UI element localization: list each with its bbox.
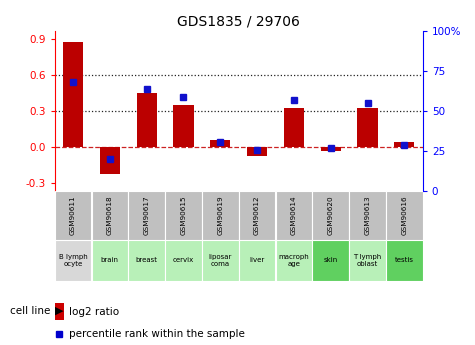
Text: GSM90620: GSM90620 — [328, 196, 334, 235]
Text: GSM90615: GSM90615 — [180, 196, 187, 235]
Bar — [55, 240, 91, 281]
Text: GSM90612: GSM90612 — [254, 196, 260, 235]
Text: breast: breast — [136, 257, 158, 264]
Text: cell line: cell line — [10, 306, 50, 315]
Text: cervix: cervix — [173, 257, 194, 264]
Bar — [165, 191, 202, 240]
Bar — [136, 93, 157, 147]
Bar — [239, 191, 276, 240]
Text: liver: liver — [249, 257, 265, 264]
Text: log2 ratio: log2 ratio — [69, 307, 120, 317]
Bar — [92, 240, 128, 281]
Bar — [202, 191, 238, 240]
Bar — [100, 147, 120, 174]
Bar — [349, 191, 386, 240]
Text: ▶: ▶ — [55, 306, 63, 315]
Bar — [247, 147, 267, 156]
Bar — [239, 240, 276, 281]
Text: GSM90618: GSM90618 — [107, 196, 113, 235]
Bar — [63, 42, 83, 147]
Bar — [313, 191, 349, 240]
Bar — [276, 240, 312, 281]
Bar — [284, 108, 304, 147]
Text: GSM90611: GSM90611 — [70, 196, 76, 235]
Bar — [55, 303, 64, 321]
Bar — [349, 240, 386, 281]
Bar — [357, 108, 378, 147]
Text: GSM90614: GSM90614 — [291, 196, 297, 235]
Text: GSM90617: GSM90617 — [143, 196, 150, 235]
Text: B lymph
ocyte: B lymph ocyte — [58, 254, 87, 267]
Bar — [386, 191, 423, 240]
Bar — [128, 191, 165, 240]
Text: GSM90619: GSM90619 — [217, 196, 223, 235]
Title: GDS1835 / 29706: GDS1835 / 29706 — [177, 14, 300, 29]
Bar — [165, 240, 202, 281]
Bar — [202, 240, 238, 281]
Bar — [210, 140, 230, 147]
Bar — [173, 105, 194, 147]
Bar — [386, 240, 423, 281]
Text: brain: brain — [101, 257, 119, 264]
Text: GSM90616: GSM90616 — [401, 196, 408, 235]
Bar — [276, 191, 312, 240]
Bar — [313, 240, 349, 281]
Text: liposar
coma: liposar coma — [209, 254, 232, 267]
Bar — [128, 240, 165, 281]
Text: percentile rank within the sample: percentile rank within the sample — [69, 329, 245, 339]
Bar — [321, 147, 341, 151]
Text: GSM90613: GSM90613 — [364, 196, 370, 235]
Text: testis: testis — [395, 257, 414, 264]
Bar — [55, 191, 91, 240]
Text: T lymph
oblast: T lymph oblast — [353, 254, 381, 267]
Bar — [394, 142, 415, 147]
Bar — [92, 191, 128, 240]
Text: skin: skin — [323, 257, 338, 264]
Text: macroph
age: macroph age — [278, 254, 309, 267]
